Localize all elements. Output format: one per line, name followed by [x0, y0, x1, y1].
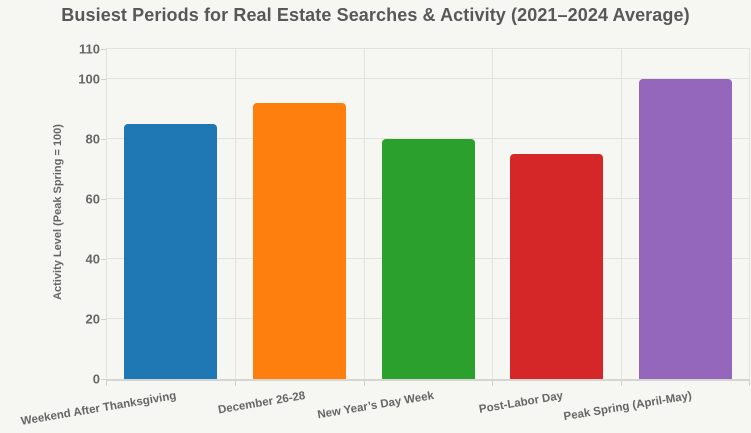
- y-axis-tick: [101, 199, 106, 200]
- x-tick-label: Post-Labor Day: [477, 390, 564, 416]
- bar-2: [252, 103, 346, 379]
- x-axis-tick: [235, 381, 236, 386]
- x-axis-tick: [749, 381, 750, 386]
- y-axis-tick: [101, 79, 106, 80]
- bar-3: [381, 139, 475, 379]
- y-tick-label: 80: [85, 131, 100, 147]
- h-gridline: [106, 78, 750, 79]
- x-tick-label: New Year’s Day Week: [316, 390, 435, 422]
- y-axis-tick: [101, 379, 106, 380]
- bar-1: [123, 124, 217, 379]
- y-tick-label: 20: [85, 311, 100, 327]
- y-tick-label: 40: [85, 251, 100, 267]
- y-axis-tick: [101, 139, 106, 140]
- x-tick-label: Weekend After Thanksgiving: [20, 390, 178, 428]
- y-tick-label: 110: [79, 41, 100, 57]
- y-tick-label: 60: [85, 191, 100, 207]
- y-tick-label: 0: [92, 371, 100, 387]
- chart-title: Busiest Periods for Real Estate Searches…: [61, 5, 690, 25]
- y-tick-label: 100: [78, 71, 100, 87]
- v-gridline: [106, 49, 107, 379]
- v-gridline: [364, 49, 365, 379]
- y-axis-title: Activity Level (Peak Spring = 100): [52, 124, 64, 300]
- y-axis-tick: [101, 319, 106, 320]
- h-gridline: [106, 48, 750, 49]
- x-tick-label: December 26-28: [217, 390, 307, 417]
- v-gridline: [621, 49, 622, 379]
- bar-4: [510, 154, 604, 379]
- plot-area: [106, 48, 750, 381]
- v-gridline: [235, 49, 236, 379]
- x-axis-line: [106, 379, 750, 381]
- h-gridline: [106, 138, 750, 139]
- x-axis-tick: [364, 381, 365, 386]
- x-axis-tick: [621, 381, 622, 386]
- v-gridline: [492, 49, 493, 379]
- bar-5: [639, 79, 733, 379]
- y-axis-tick: [101, 259, 106, 260]
- x-axis-tick: [492, 381, 493, 386]
- v-gridline: [749, 49, 750, 379]
- x-tick-label: Peak Spring (April-May): [562, 390, 693, 424]
- y-axis-tick: [101, 49, 106, 50]
- x-axis-tick: [106, 381, 107, 386]
